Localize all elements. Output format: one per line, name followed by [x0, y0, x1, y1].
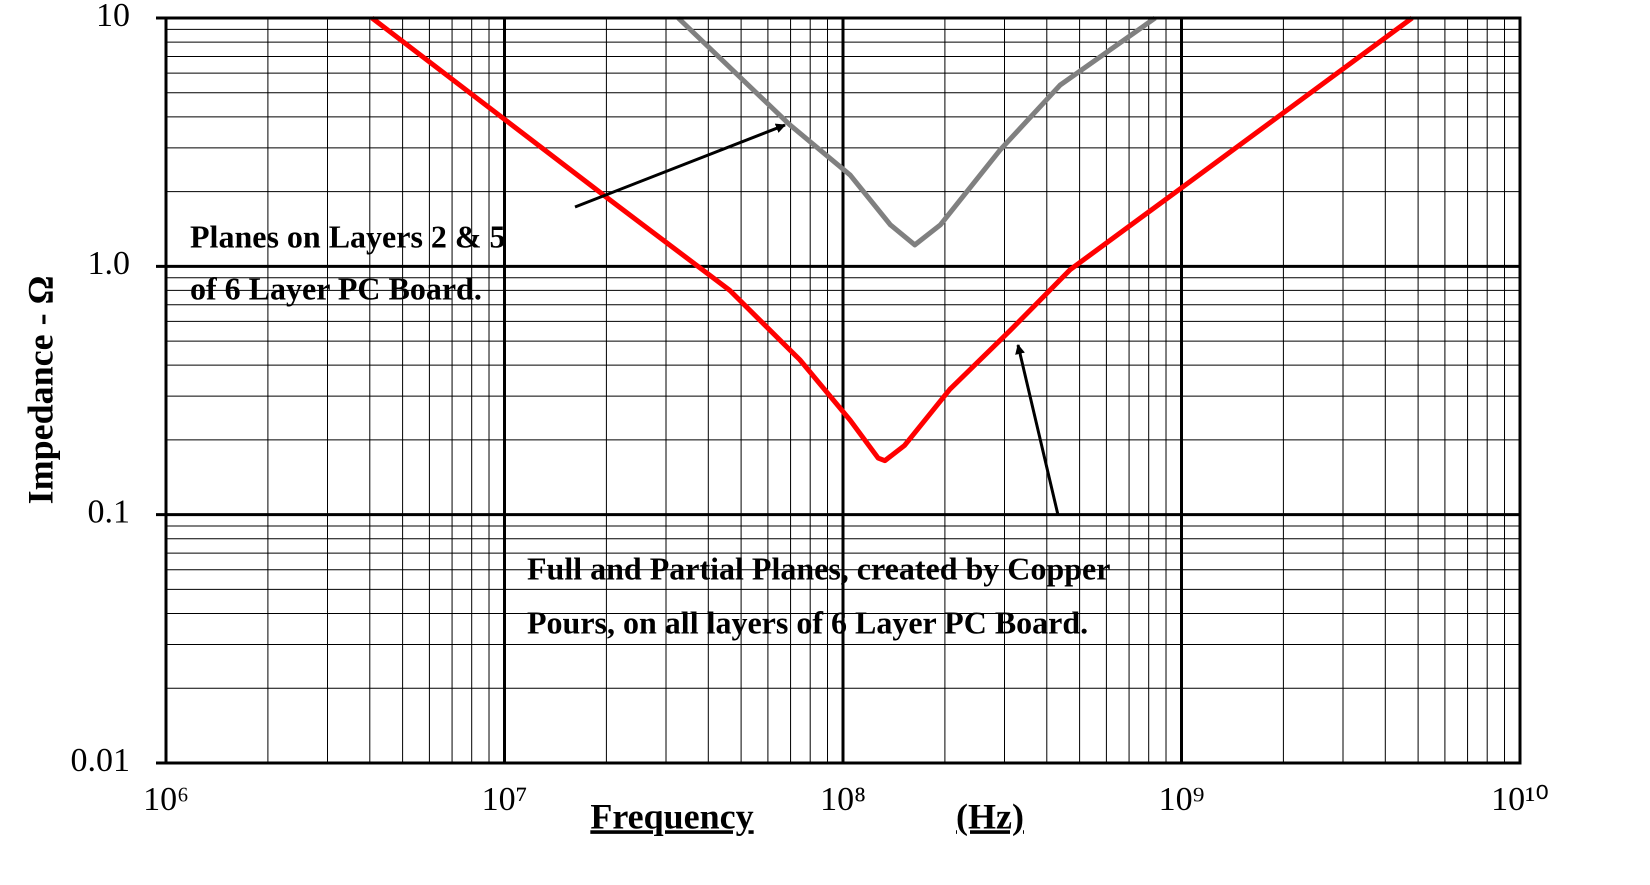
x-tick-label: 10⁶: [143, 781, 189, 818]
annotation-arrow: [574, 123, 786, 209]
y-tick-label: 1.0: [88, 245, 131, 282]
annotation: Pours, on all layers of 6 Layer PC Board…: [527, 604, 1088, 640]
x-axis-label: Frequency: [590, 796, 753, 836]
plot-frame: [164, 16, 1522, 765]
x-tick-label: 10⁷: [482, 781, 528, 818]
annotation-arrow: [1015, 344, 1060, 516]
x-tick-label: 10⁹: [1159, 781, 1205, 818]
annotation: Full and Partial Planes, created by Copp…: [527, 550, 1110, 586]
y-tick-label: 0.1: [88, 493, 131, 530]
x-tick-label: 10⁸: [820, 781, 866, 818]
annotation: Planes on Layers 2 & 5: [190, 218, 506, 254]
grid: [156, 16, 1522, 765]
series-line: [676, 15, 1157, 248]
y-tick-label: 10: [96, 0, 130, 34]
lines: [370, 15, 1414, 464]
y-tick-label: 0.01: [71, 742, 131, 779]
annotation: of 6 Layer PC Board.: [190, 270, 482, 306]
y-axis-label: Impedance - Ω: [20, 276, 60, 505]
series-line: [370, 15, 1414, 464]
x-axis-unit: (Hz): [956, 796, 1024, 836]
x-tick-label: 10¹⁰: [1491, 781, 1549, 818]
